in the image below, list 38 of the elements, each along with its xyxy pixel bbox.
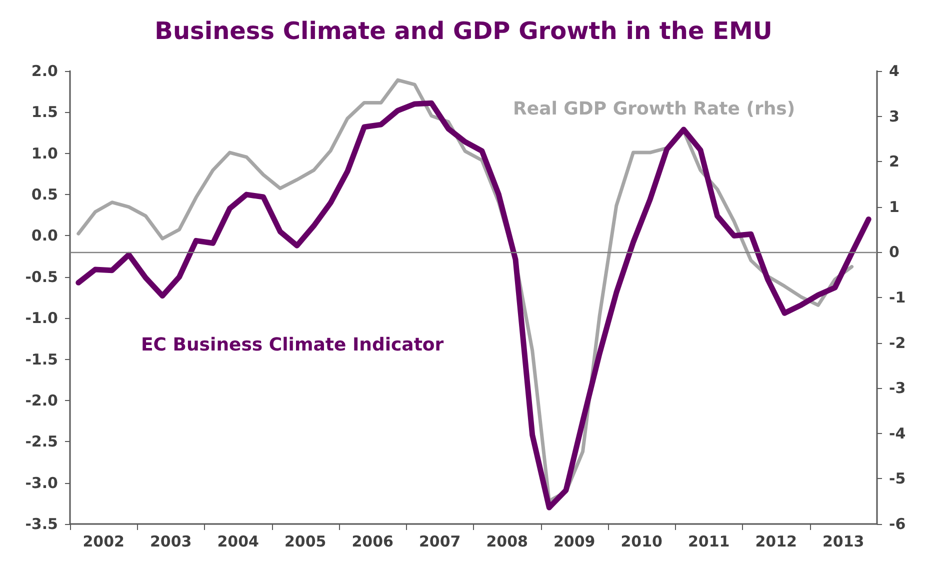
y2-tick-label: -3 [889, 379, 906, 398]
x-tick-label: 2004 [217, 532, 259, 550]
y-tick-label: -0.5 [25, 268, 58, 286]
y-tick-label: -3.0 [25, 474, 58, 492]
y-tick-label: 2.0 [31, 62, 58, 80]
y2-tick-label: -5 [889, 470, 906, 488]
x-tick-label: 2006 [352, 532, 394, 550]
x-tick-label: 2011 [688, 532, 730, 550]
x-tick-label: 2003 [150, 532, 192, 550]
y2-tick-label: -2 [889, 334, 906, 352]
y-tick-label: 1.0 [31, 144, 58, 162]
x-tick-label: 2009 [554, 532, 596, 550]
y2-tick-label: -1 [889, 288, 906, 306]
y2-tick-label: 1 [889, 198, 900, 216]
y-tick-label: 1.5 [31, 103, 58, 122]
y-tick-label: -2.5 [25, 432, 58, 451]
x-tick-label: 2012 [755, 532, 797, 550]
y-tick-label: -3.5 [25, 515, 58, 533]
y-tick-label: -1.0 [25, 309, 58, 328]
x-tick-label: 2013 [822, 532, 864, 550]
x-tick-label: 2007 [419, 532, 461, 550]
chart-title: Business Climate and GDP Growth in the EMU [154, 17, 772, 45]
y2-tick-label: 3 [889, 107, 900, 126]
y-tick-label: 0.0 [31, 226, 58, 245]
y-tick-label: -2.0 [25, 391, 58, 410]
y2-tick-label: 4 [889, 62, 900, 80]
y2-tick-label: -4 [889, 424, 906, 442]
y2-tick-label: -6 [889, 515, 906, 533]
x-tick-label: 2008 [486, 532, 528, 550]
y-tick-label: -1.5 [25, 350, 58, 368]
x-tick-label: 2005 [284, 532, 326, 550]
y2-tick-label: 0 [889, 243, 900, 262]
x-tick-label: 2002 [82, 532, 124, 550]
x-tick-label: 2010 [620, 532, 662, 550]
text: Real GDP Growth Rate (rhs) [513, 98, 796, 120]
y2-tick-label: 2 [889, 152, 900, 171]
y-tick-label: 0.5 [31, 186, 58, 204]
text: EC Business Climate Indicator [141, 334, 444, 356]
